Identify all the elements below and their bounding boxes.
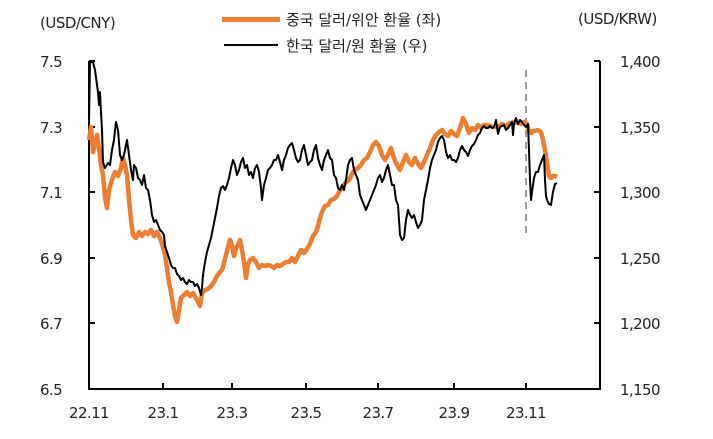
legend-label-cny: 중국 달러/위안 환율 (좌) [286,10,442,29]
right-tick-label: 1,150 [620,381,660,399]
right-axis-ticks [594,60,600,324]
right-axis-unit: (USD/KRW) [578,10,657,28]
x-tick-label: 23.3 [217,404,248,422]
right-tick-label: 1,300 [620,184,660,202]
left-tick-label: 6.7 [40,315,62,333]
legend-item-krw: 한국 달러/원 환율 (우) [222,32,441,58]
legend: 중국 달러/위안 환율 (좌) 한국 달러/원 환율 (우) [222,6,441,58]
x-tick-label: 23.11 [506,404,546,422]
series-krw-line [88,61,558,296]
right-tick-label: 1,250 [620,250,660,268]
x-tick-label: 23.1 [148,404,179,422]
right-tick-label: 1,200 [620,315,660,333]
right-tick-label: 1,350 [620,119,660,137]
x-tick-label: 23.9 [439,404,470,422]
left-axis-unit: (USD/CNY) [40,14,116,32]
legend-item-cny: 중국 달러/위안 환율 (좌) [222,6,441,32]
legend-swatch-black [224,44,278,46]
left-tick-label: 7.5 [40,53,62,71]
x-tick-label: 22.11 [69,404,109,422]
x-tick-label: 23.7 [363,404,394,422]
left-tick-label: 7.3 [40,119,62,137]
left-tick-label: 7.1 [40,184,62,202]
left-tick-label: 6.9 [40,250,62,268]
left-tick-label: 6.5 [40,381,62,399]
legend-label-krw: 한국 달러/원 환율 (우) [286,36,428,55]
series-cny-line [86,115,559,325]
x-tick-label: 23.5 [291,404,322,422]
legend-swatch-orange [222,16,280,22]
x-axis-ticks [162,383,527,389]
right-tick-label: 1,400 [620,53,660,71]
